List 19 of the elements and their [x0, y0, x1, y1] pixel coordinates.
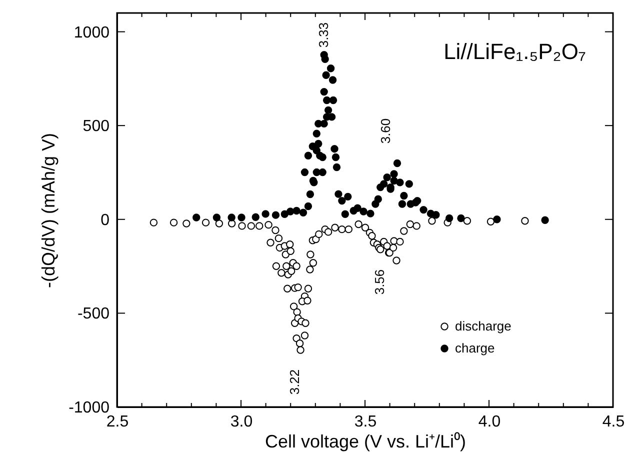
y-tick-label: -1000: [68, 400, 110, 416]
y-axis-title: -(dQ/dV) (mAh/g V): [38, 132, 59, 288]
annotation: 3.33: [316, 22, 331, 48]
annotation: Li//LiFe₁.₅P₂O₇: [444, 39, 586, 64]
x-tick-label: 2.5: [106, 414, 129, 430]
x-tick-label: 3.0: [230, 414, 253, 430]
legend-label: charge: [455, 340, 495, 356]
annotation: 3.22: [287, 369, 302, 395]
annotation: 3.56: [372, 269, 387, 295]
y-tick-label: 0: [100, 212, 110, 229]
annotation: 3.60: [378, 118, 393, 144]
y-tick-label: -500: [77, 306, 110, 323]
y-tick-label: 1000: [74, 24, 110, 42]
y-tick-label: 500: [82, 118, 110, 136]
x-tick-label: 4.0: [478, 414, 501, 430]
x-tick-label: 4.5: [602, 414, 625, 430]
legend-label: discharge: [455, 318, 512, 334]
x-axis-title: Cell voltage (V vs. Li⁺/Li⁰): [264, 432, 466, 452]
x-tick-label: 3.5: [354, 414, 377, 430]
